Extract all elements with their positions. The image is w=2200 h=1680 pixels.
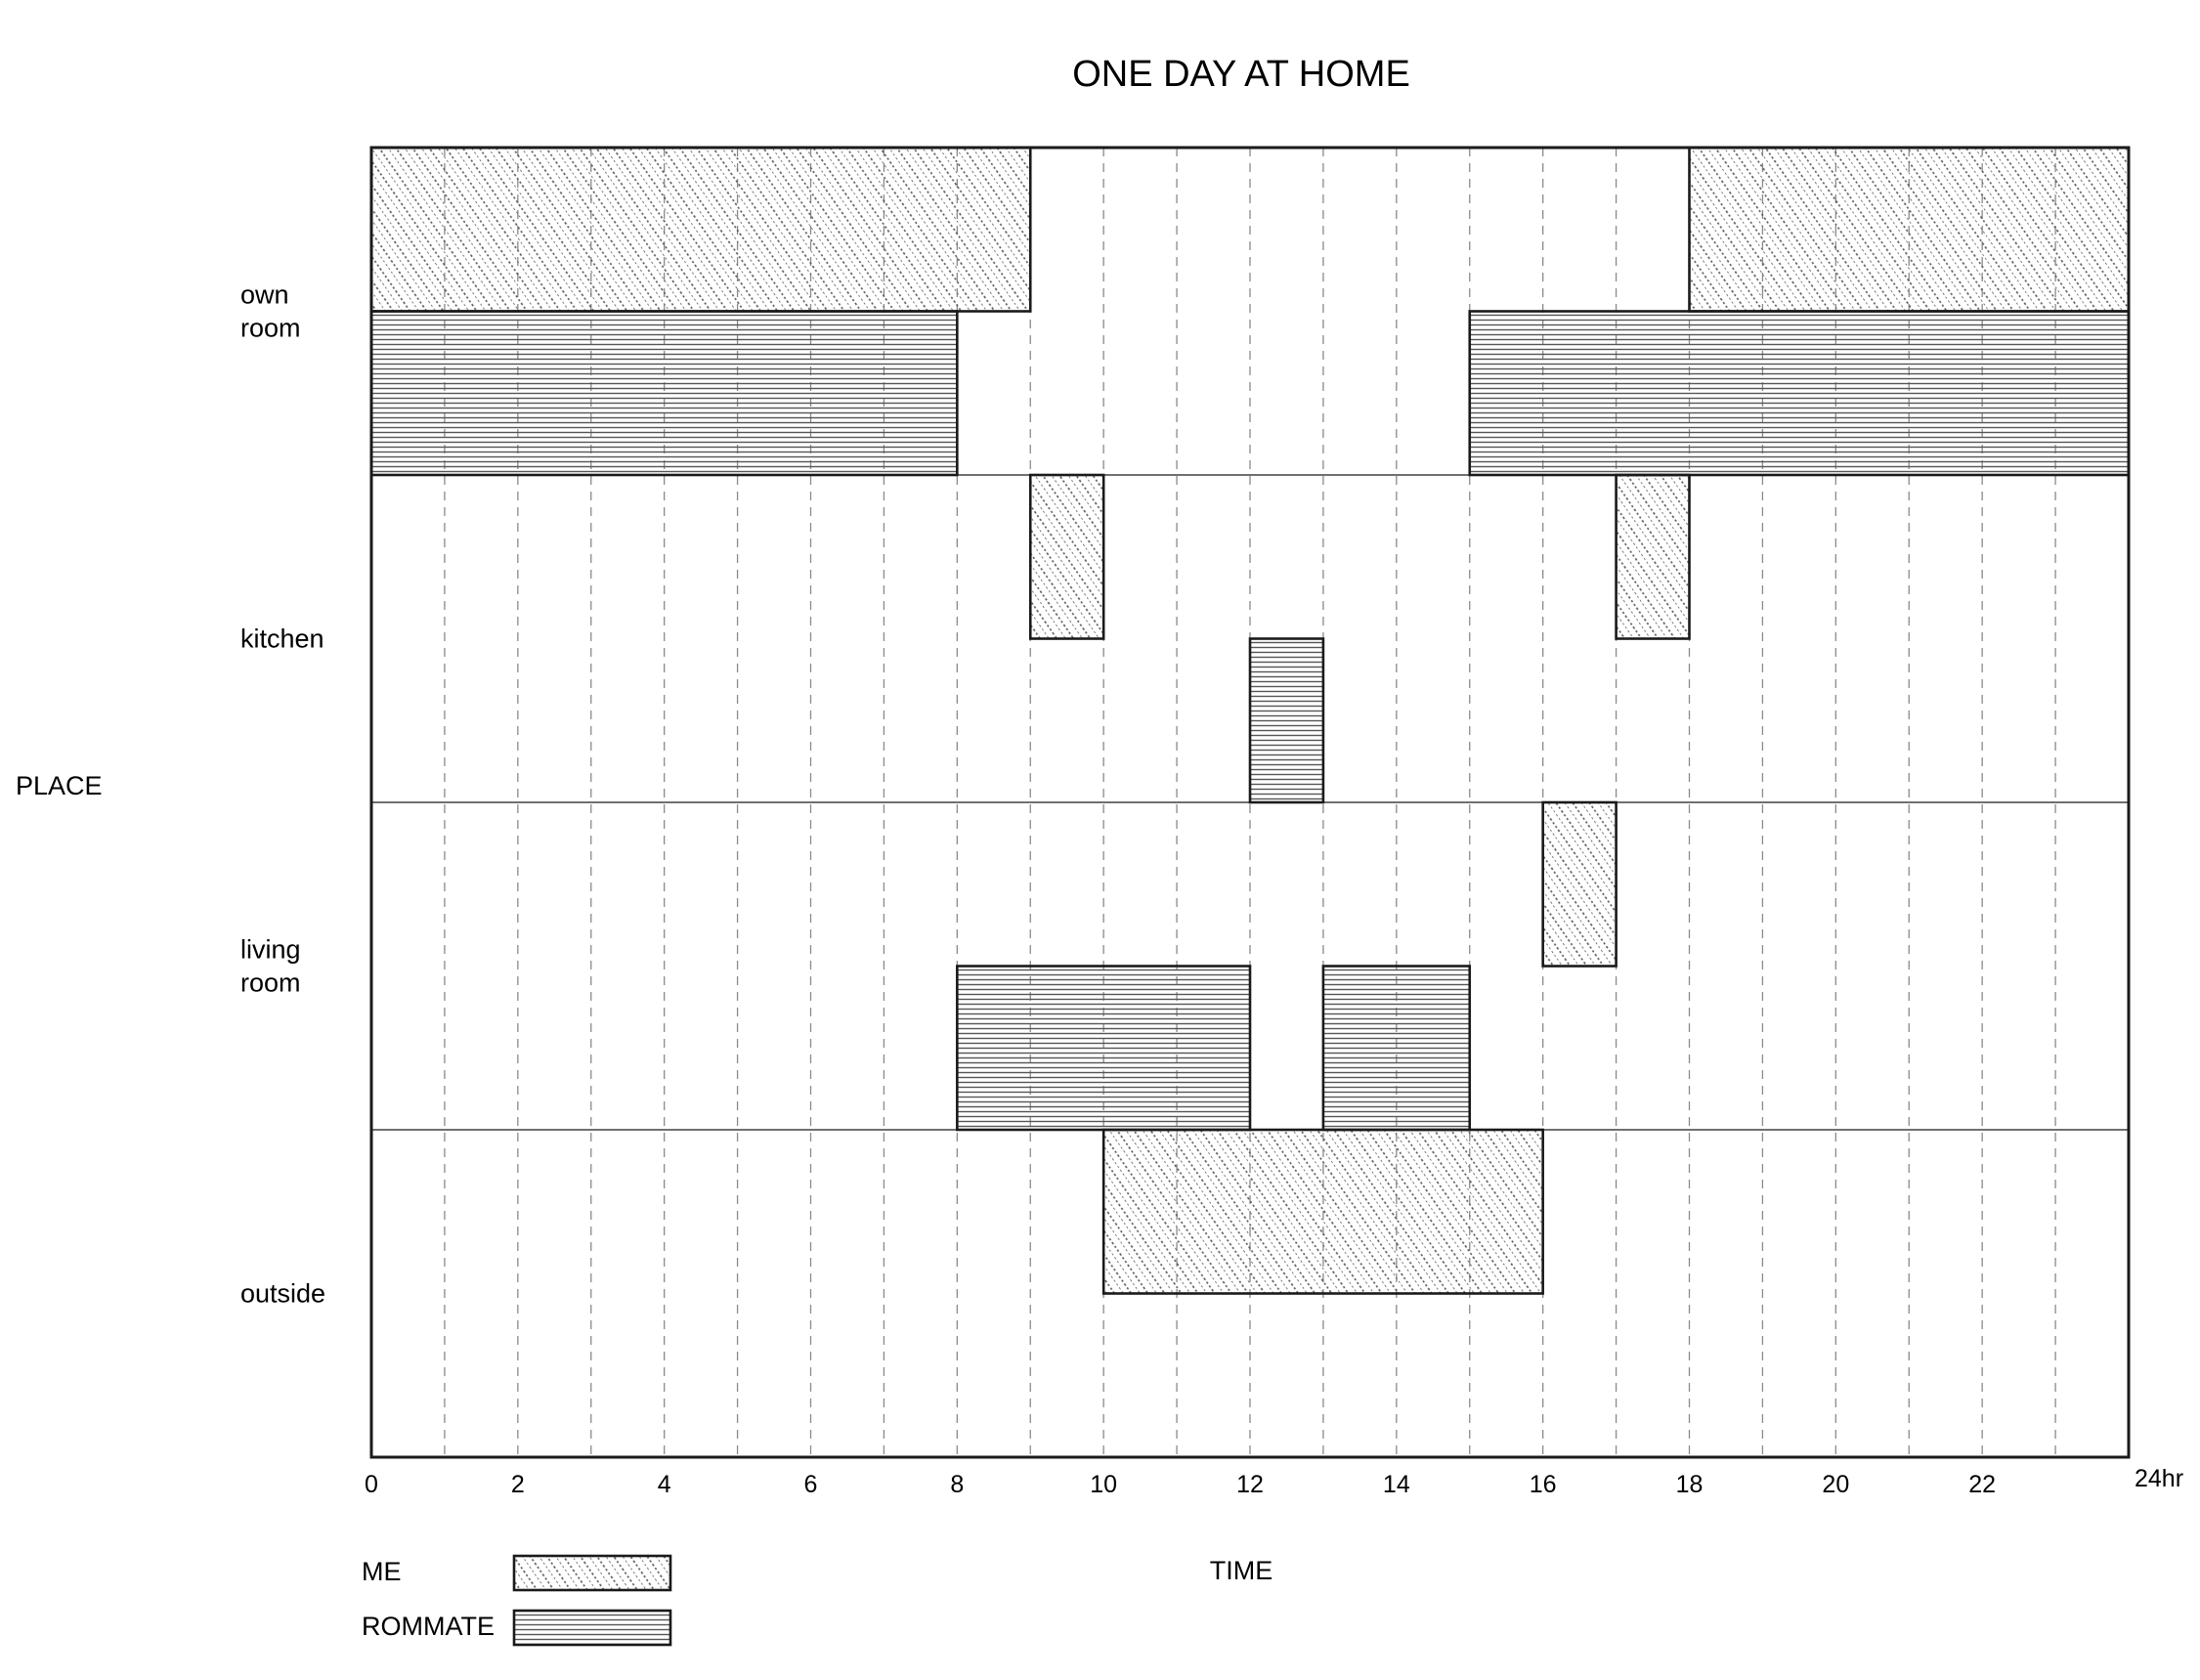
place-label-kitchen: kitchen (240, 625, 324, 654)
x-tick-label: 0 (365, 1471, 378, 1498)
legend: ME ROMMATE (362, 1554, 672, 1647)
y-axis-label: PLACE (16, 771, 103, 800)
place-label-outside: outside (240, 1279, 325, 1309)
x-tick-label: 22 (1968, 1471, 1996, 1498)
chart-title: ONE DAY AT HOME (1072, 54, 1410, 95)
x-tick-labels: 0 2 4 6 8 10 12 14 16 18 20 22 (365, 1471, 1996, 1498)
legend-label-roommate: ROMMATE (362, 1612, 495, 1641)
x-tick-label: 20 (1822, 1471, 1849, 1498)
me-bar-kitchen-17-18 (1615, 473, 1691, 640)
roommate-bar-living-13-15 (1321, 965, 1472, 1132)
x-axis-label: TIME (1210, 1556, 1273, 1585)
x-tick-label: 4 (658, 1471, 671, 1498)
me-bar-own-18-24 (1688, 146, 2131, 313)
place-label-own: room (240, 314, 301, 343)
legend-label-me: ME (362, 1557, 402, 1586)
x-tick-label: 10 (1090, 1471, 1117, 1498)
x-tick-label: 16 (1530, 1471, 1557, 1498)
x-tick-label: 14 (1383, 1471, 1410, 1498)
x-tick-label: 2 (511, 1471, 525, 1498)
roommate-bar-living-8-12 (956, 965, 1252, 1132)
x-tick-label: 8 (950, 1471, 964, 1498)
legend-swatch-roommate (512, 1609, 672, 1647)
x-unit-label: 24hr (2135, 1465, 2183, 1492)
place-labels: own room kitchen living room outside (240, 280, 325, 1309)
roommate-bar-own-0-8 (369, 310, 959, 477)
roommate-bar-kitchen-12-13 (1248, 637, 1325, 804)
me-bar-outside-10-16 (1101, 1128, 1544, 1295)
plot-frame (369, 146, 2131, 1459)
x-tick-label: 6 (804, 1471, 818, 1498)
place-label-living: living (240, 935, 301, 965)
x-tick-label: 18 (1676, 1471, 1704, 1498)
bars (369, 146, 2131, 1295)
me-bar-own-0-9 (369, 146, 1032, 313)
place-label-own: own (240, 280, 289, 310)
me-bar-kitchen-9-10 (1028, 473, 1105, 640)
x-tick-label: 12 (1236, 1471, 1264, 1498)
place-label-living: room (240, 969, 301, 998)
legend-swatch-me (512, 1554, 672, 1592)
roommate-bar-own-15-24 (1468, 310, 2131, 477)
me-bar-living-16-17 (1541, 800, 1618, 968)
